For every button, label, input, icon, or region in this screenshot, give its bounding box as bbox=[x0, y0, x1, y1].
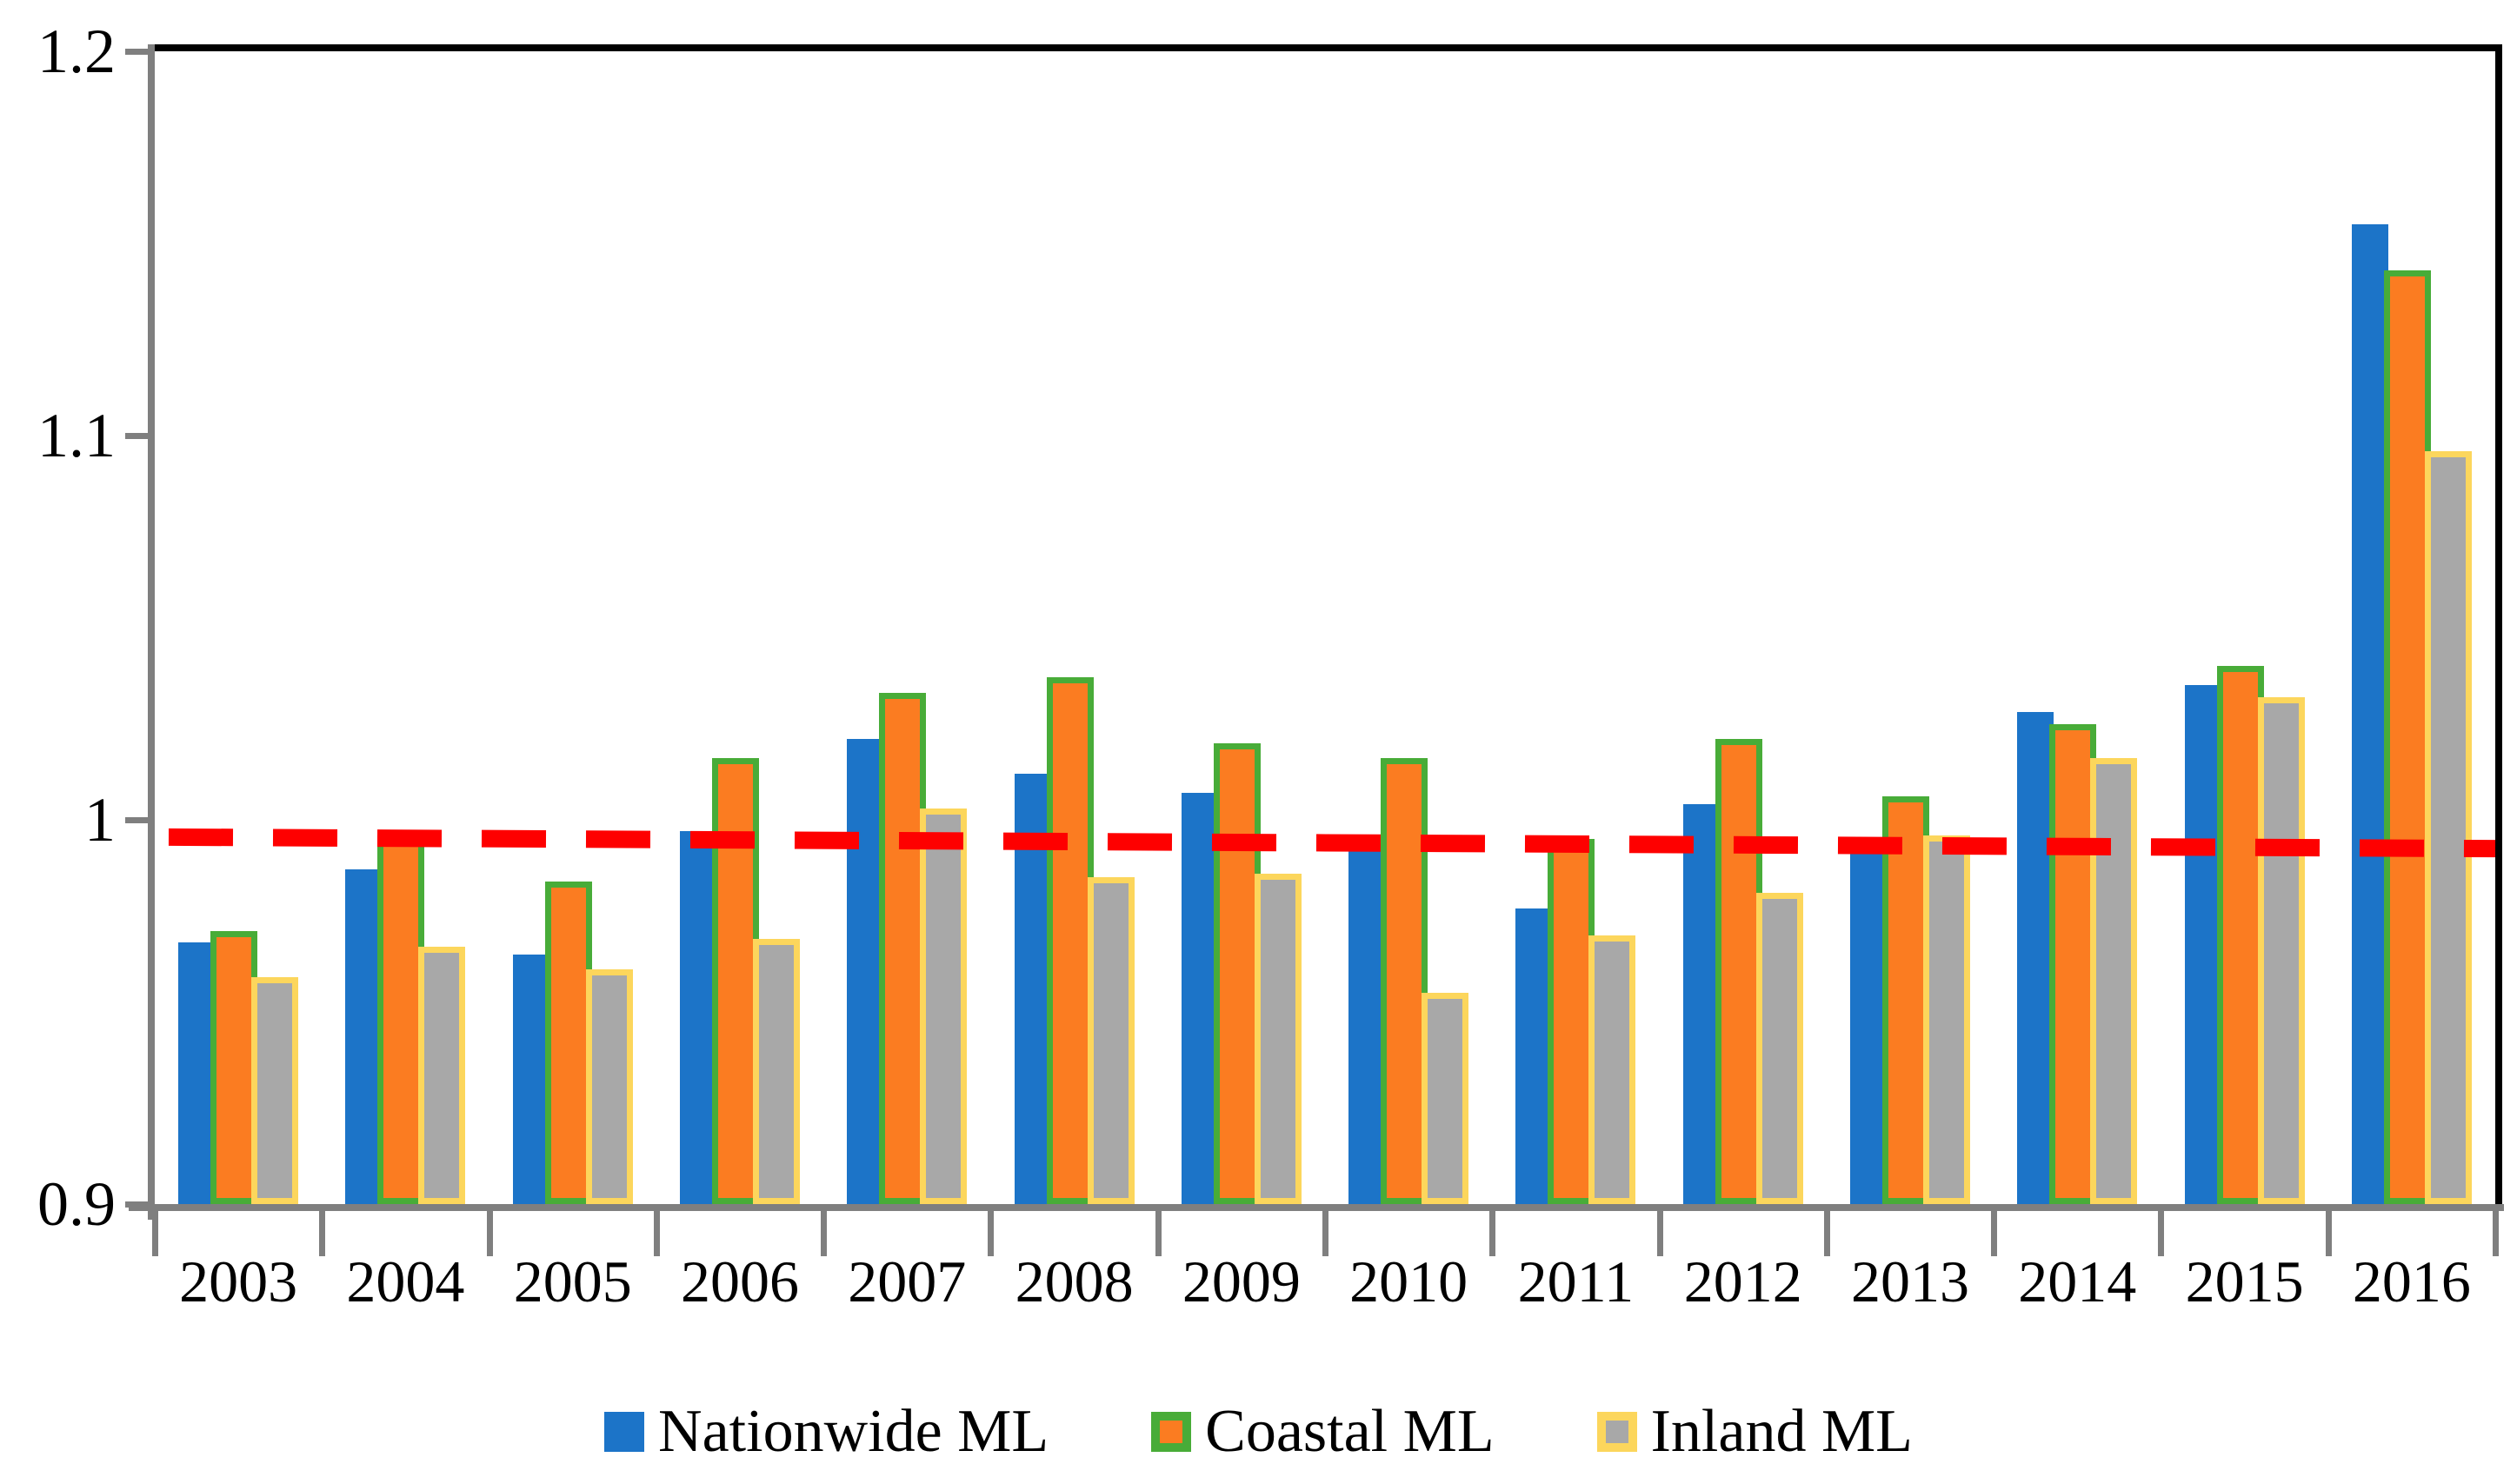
bar-group-2013 bbox=[1827, 51, 1994, 1204]
bar-nationwide-ml-2012 bbox=[1682, 804, 1720, 1204]
y-tick-label: 1.2 bbox=[37, 17, 116, 86]
y-tick bbox=[125, 1201, 155, 1208]
x-tick-label-2003: 2003 bbox=[179, 1248, 298, 1314]
bar-nationwide-ml-2011 bbox=[1515, 908, 1553, 1204]
bar-inland-ml-2009 bbox=[1254, 873, 1302, 1204]
bar-nationwide-ml-2015 bbox=[2184, 685, 2221, 1204]
bar-group-2012 bbox=[1660, 51, 1827, 1204]
legend-item-inland: Inland ML bbox=[1596, 1398, 1913, 1465]
plot-area-frame bbox=[155, 44, 2502, 1204]
bar-group-2010 bbox=[1325, 51, 1492, 1204]
nationwide-swatch-icon bbox=[604, 1412, 645, 1452]
plot-area bbox=[155, 51, 2496, 1204]
bar-group-2009 bbox=[1158, 51, 1325, 1204]
x-tick bbox=[2325, 1211, 2332, 1256]
bar-inland-ml-2012 bbox=[1755, 892, 1803, 1204]
legend-label-nationwide: Nationwide ML bbox=[658, 1398, 1049, 1465]
x-tick bbox=[1991, 1211, 1998, 1256]
bar-nationwide-ml-2004 bbox=[345, 869, 383, 1204]
bar-nationwide-ml-2005 bbox=[512, 954, 549, 1204]
x-tick-label-2012: 2012 bbox=[1683, 1248, 1802, 1314]
bar-inland-ml-2004 bbox=[418, 946, 466, 1204]
bar-inland-ml-2003 bbox=[251, 977, 299, 1204]
x-tick-label-2007: 2007 bbox=[848, 1248, 967, 1314]
x-tick-label-2013: 2013 bbox=[1851, 1248, 1969, 1314]
x-tick-label-2011: 2011 bbox=[1517, 1248, 1635, 1314]
x-tick bbox=[1489, 1211, 1496, 1256]
legend-item-coastal: Coastal ML bbox=[1151, 1398, 1495, 1465]
y-tick bbox=[125, 49, 155, 55]
bar-inland-ml-2010 bbox=[1422, 992, 1469, 1204]
x-tick-label-2016: 2016 bbox=[2352, 1248, 2471, 1314]
y-tick-label: 1.1 bbox=[37, 401, 116, 470]
x-tick-label-2010: 2010 bbox=[1349, 1248, 1468, 1314]
x-tick-label-2014: 2014 bbox=[2018, 1248, 2137, 1314]
legend-label-coastal: Coastal ML bbox=[1205, 1398, 1495, 1465]
x-tick-label-2008: 2008 bbox=[1015, 1248, 1134, 1314]
x-tick bbox=[1155, 1211, 1162, 1256]
x-tick bbox=[152, 1211, 158, 1256]
coastal-swatch-icon bbox=[1151, 1412, 1192, 1452]
bar-group-2008 bbox=[990, 51, 1157, 1204]
bar-inland-ml-2006 bbox=[752, 939, 800, 1204]
x-tick bbox=[1322, 1211, 1328, 1256]
bar-inland-ml-2015 bbox=[2257, 696, 2305, 1204]
bar-group-2011 bbox=[1492, 51, 1659, 1204]
bar-nationwide-ml-2016 bbox=[2351, 223, 2388, 1204]
trendline bbox=[168, 828, 2496, 858]
bar-coastal-ml-2010 bbox=[1381, 758, 1428, 1204]
x-tick-label-2009: 2009 bbox=[1182, 1248, 1301, 1314]
x-tick bbox=[1656, 1211, 1663, 1256]
bar-inland-ml-2016 bbox=[2424, 450, 2472, 1204]
bar-nationwide-ml-2013 bbox=[1849, 839, 1887, 1204]
bar-inland-ml-2011 bbox=[1588, 935, 1636, 1204]
x-tick bbox=[988, 1211, 995, 1256]
x-axis-line bbox=[129, 1204, 2504, 1211]
legend-label-inland: Inland ML bbox=[1650, 1398, 1913, 1465]
x-tick-label-2004: 2004 bbox=[346, 1248, 465, 1314]
x-tick bbox=[653, 1211, 660, 1256]
bar-group-2016 bbox=[2328, 51, 2495, 1204]
y-axis-line bbox=[148, 44, 155, 1220]
x-tick bbox=[821, 1211, 828, 1256]
x-tick bbox=[486, 1211, 493, 1256]
y-tick bbox=[125, 817, 155, 823]
x-tick bbox=[2158, 1211, 2165, 1256]
bar-group-2015 bbox=[2161, 51, 2327, 1204]
bar-inland-ml-2007 bbox=[920, 808, 968, 1204]
x-tick bbox=[319, 1211, 326, 1256]
bar-group-2014 bbox=[1994, 51, 2161, 1204]
bar-inland-ml-2005 bbox=[585, 969, 633, 1204]
bar-nationwide-ml-2006 bbox=[679, 831, 716, 1204]
x-tick bbox=[1823, 1211, 1830, 1256]
legend: Nationwide ML Coastal ML Inland ML bbox=[0, 1401, 2517, 1462]
bar-nationwide-ml-2003 bbox=[178, 942, 216, 1204]
bar-inland-ml-2008 bbox=[1087, 877, 1135, 1204]
bar-nationwide-ml-2007 bbox=[847, 739, 884, 1204]
bar-group-2005 bbox=[489, 51, 656, 1204]
y-tick bbox=[125, 433, 155, 439]
inland-swatch-icon bbox=[1596, 1412, 1637, 1452]
x-tick bbox=[2493, 1211, 2499, 1256]
bar-nationwide-ml-2009 bbox=[1181, 793, 1218, 1204]
x-tick-label-2015: 2015 bbox=[2185, 1248, 2304, 1314]
bar-coastal-ml-2012 bbox=[1715, 739, 1762, 1204]
bar-group-2004 bbox=[322, 51, 489, 1204]
bar-nationwide-ml-2014 bbox=[2017, 712, 2054, 1204]
y-tick-label: 1 bbox=[84, 785, 116, 855]
y-tick-label: 0.9 bbox=[37, 1169, 116, 1239]
x-tick-label-2006: 2006 bbox=[681, 1248, 799, 1314]
bar-group-2003 bbox=[155, 51, 322, 1204]
bar-group-2007 bbox=[823, 51, 990, 1204]
legend-item-nationwide: Nationwide ML bbox=[604, 1401, 1049, 1462]
x-tick-label-2005: 2005 bbox=[513, 1248, 632, 1314]
bar-nationwide-ml-2010 bbox=[1348, 842, 1386, 1204]
bar-inland-ml-2014 bbox=[2090, 758, 2138, 1204]
